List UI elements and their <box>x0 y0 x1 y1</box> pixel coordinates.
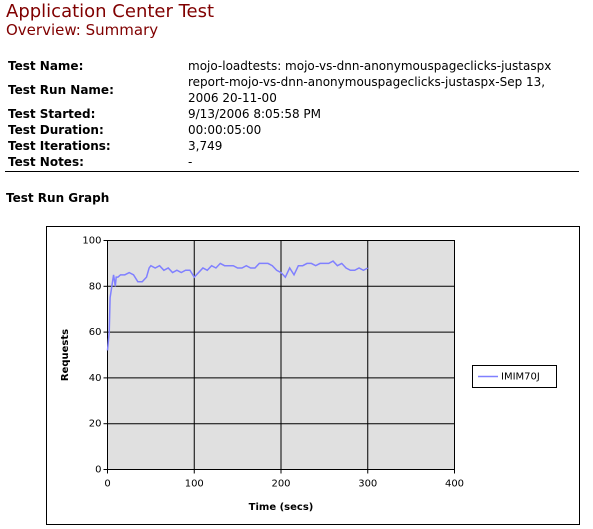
x-tick-label: 200 <box>271 479 290 490</box>
fields-table: Test Name: mojo-loadtests: mojo-vs-dnn-an… <box>6 58 580 170</box>
x-tick-label: 300 <box>358 479 377 490</box>
y-tick-label: 20 <box>89 419 102 430</box>
y-tick-label: 80 <box>89 281 102 292</box>
x-tick-label: 0 <box>104 479 110 490</box>
y-tick-label: 60 <box>89 327 102 338</box>
y-tick-label: 40 <box>89 373 102 384</box>
plot-border <box>107 240 455 470</box>
field-row: Test Duration: 00:00:05:00 <box>6 122 580 138</box>
x-tick-label: 400 <box>445 479 464 490</box>
subtitle: Overview: Summary <box>6 21 159 39</box>
series-line <box>106 260 369 351</box>
y-tick-label: 100 <box>82 236 101 247</box>
field-label: Test Run Name: <box>8 83 114 97</box>
x-tick-label: 100 <box>185 479 204 490</box>
field-label: Test Duration: <box>8 123 104 137</box>
legend-label: IMIM70J <box>501 372 540 383</box>
y-tick-label: 0 <box>95 465 101 476</box>
field-label: Test Iterations: <box>8 139 111 153</box>
field-value: mojo-loadtests: mojo-vs-dnn-anonymouspag… <box>188 59 552 73</box>
field-label: Test Started: <box>8 107 96 121</box>
field-label: Test Name: <box>8 59 84 73</box>
title: Application Center Test <box>6 1 215 22</box>
field-value: 3,749 <box>188 139 223 153</box>
x-axis-label: Time (secs) <box>249 502 314 513</box>
field-row: Test Started: 9/13/2006 8:05:58 PM <box>6 106 580 122</box>
y-axis-label: Requests <box>60 329 71 381</box>
legend-box <box>472 365 557 388</box>
field-row: Test Iterations: 3,749 <box>6 138 580 154</box>
field-value: 9/13/2006 8:05:58 PM <box>188 107 322 121</box>
field-row: Test Notes: - <box>6 154 580 170</box>
field-row: Test Name: mojo-loadtests: mojo-vs-dnn-an… <box>6 58 580 74</box>
field-value: report-mojo-vs-dnn-anonymouspageclicks-j… <box>188 75 546 105</box>
field-value: 00:00:05:00 <box>188 123 262 137</box>
section-title: Test Run Graph <box>6 191 110 205</box>
separator <box>5 171 579 172</box>
field-label: Test Notes: <box>8 155 84 169</box>
field-row: Test Run Name: report-mojo-vs-dnn-anonymo… <box>6 74 580 106</box>
field-value: - <box>188 155 193 169</box>
